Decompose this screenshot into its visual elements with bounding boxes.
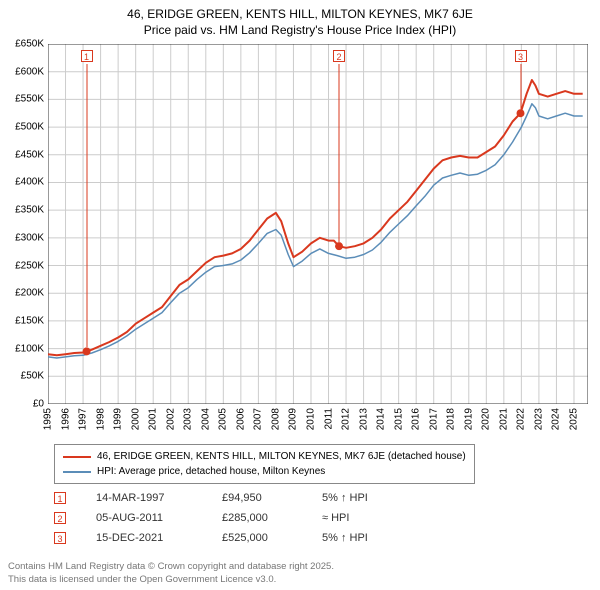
callout-marker: 1: [81, 50, 93, 62]
legend-item-subject: 46, ERIDGE GREEN, KENTS HILL, MILTON KEY…: [63, 449, 466, 464]
transaction-date: 14-MAR-1997: [96, 492, 192, 504]
transaction-relation: 5% ↑ HPI: [322, 532, 368, 544]
x-tick-label: 2007: [253, 408, 264, 430]
x-tick-label: 2022: [516, 408, 527, 430]
transaction-date: 05-AUG-2011: [96, 512, 192, 524]
x-tick-label: 1996: [60, 408, 71, 430]
y-tick-label: £550K: [15, 94, 44, 105]
x-tick-label: 2004: [200, 408, 211, 430]
footer-line1: Contains HM Land Registry data © Crown c…: [8, 561, 334, 573]
y-tick-label: £250K: [15, 260, 44, 271]
x-tick-label: 2025: [568, 408, 579, 430]
transactions-table: 1 14-MAR-1997 £94,950 5% ↑ HPI 2 05-AUG-2011 £…: [54, 488, 368, 548]
y-tick-label: £500K: [15, 122, 44, 133]
x-tick-label: 2013: [358, 408, 369, 430]
callout-line: [520, 64, 521, 109]
footer-attribution: Contains HM Land Registry data © Crown c…: [8, 561, 334, 586]
transaction-date: 15-DEC-2021: [96, 532, 192, 544]
x-tick-label: 2010: [305, 408, 316, 430]
x-tick-label: 2002: [165, 408, 176, 430]
transaction-index: 3: [54, 532, 66, 544]
y-axis-labels: £0£50K£100K£150K£200K£250K£300K£350K£400…: [0, 44, 46, 404]
transaction-price: £525,000: [222, 532, 292, 544]
y-tick-label: £600K: [15, 66, 44, 77]
x-tick-label: 2011: [323, 408, 334, 430]
x-tick-label: 2000: [130, 408, 141, 430]
x-tick-label: 2018: [446, 408, 457, 430]
x-tick-label: 1999: [113, 408, 124, 430]
title-block: 46, ERIDGE GREEN, KENTS HILL, MILTON KEY…: [0, 0, 600, 40]
x-tick-label: 2006: [235, 408, 246, 430]
x-tick-label: 2012: [341, 408, 352, 430]
x-tick-label: 2015: [393, 408, 404, 430]
x-tick-label: 1995: [43, 408, 54, 430]
x-tick-label: 2017: [428, 408, 439, 430]
x-tick-label: 2005: [218, 408, 229, 430]
callout-line: [86, 64, 87, 347]
y-tick-label: £450K: [15, 149, 44, 160]
x-tick-label: 2003: [183, 408, 194, 430]
callout-marker: 3: [515, 50, 527, 62]
callout-line: [339, 64, 340, 242]
legend-swatch-hpi: [63, 471, 91, 473]
x-tick-label: 2019: [463, 408, 474, 430]
x-tick-label: 2016: [411, 408, 422, 430]
y-tick-label: £150K: [15, 315, 44, 326]
x-tick-label: 2001: [148, 408, 159, 430]
legend-box: 46, ERIDGE GREEN, KENTS HILL, MILTON KEY…: [54, 444, 475, 484]
y-tick-label: £650K: [15, 39, 44, 50]
y-tick-label: £350K: [15, 205, 44, 216]
legend-label-hpi: HPI: Average price, detached house, Milt…: [97, 464, 325, 479]
callout-marker: 2: [333, 50, 345, 62]
transaction-index: 1: [54, 492, 66, 504]
x-axis-labels: 1995199619971998199920002001200220032004…: [48, 406, 588, 436]
title-line1: 46, ERIDGE GREEN, KENTS HILL, MILTON KEY…: [10, 6, 590, 22]
transaction-row: 1 14-MAR-1997 £94,950 5% ↑ HPI: [54, 488, 368, 508]
x-tick-label: 2008: [270, 408, 281, 430]
x-tick-label: 2014: [376, 408, 387, 430]
y-tick-label: £400K: [15, 177, 44, 188]
y-tick-label: £200K: [15, 288, 44, 299]
transaction-row: 3 15-DEC-2021 £525,000 5% ↑ HPI: [54, 528, 368, 548]
plot-area: [48, 44, 588, 404]
x-tick-label: 1997: [78, 408, 89, 430]
x-tick-label: 2021: [498, 408, 509, 430]
legend-swatch-subject: [63, 456, 91, 458]
x-tick-label: 2024: [551, 408, 562, 430]
legend-label-subject: 46, ERIDGE GREEN, KENTS HILL, MILTON KEY…: [97, 449, 466, 464]
transaction-row: 2 05-AUG-2011 £285,000 ≈ HPI: [54, 508, 368, 528]
chart-svg: [48, 44, 588, 404]
chart-container: 46, ERIDGE GREEN, KENTS HILL, MILTON KEY…: [0, 0, 600, 590]
y-tick-label: £100K: [15, 343, 44, 354]
x-tick-label: 1998: [95, 408, 106, 430]
transaction-relation: ≈ HPI: [322, 512, 349, 524]
transaction-relation: 5% ↑ HPI: [322, 492, 368, 504]
x-tick-label: 2020: [481, 408, 492, 430]
title-line2: Price paid vs. HM Land Registry's House …: [10, 22, 590, 38]
y-tick-label: £50K: [21, 371, 44, 382]
legend-item-hpi: HPI: Average price, detached house, Milt…: [63, 464, 466, 479]
transaction-price: £94,950: [222, 492, 292, 504]
transaction-price: £285,000: [222, 512, 292, 524]
x-tick-label: 2023: [533, 408, 544, 430]
y-tick-label: £300K: [15, 232, 44, 243]
x-tick-label: 2009: [288, 408, 299, 430]
footer-line2: This data is licensed under the Open Gov…: [8, 574, 334, 586]
transaction-index: 2: [54, 512, 66, 524]
